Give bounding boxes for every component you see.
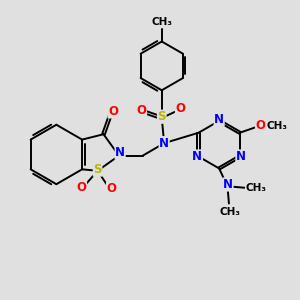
Text: CH₃: CH₃ <box>220 207 241 217</box>
Text: S: S <box>93 163 102 176</box>
Text: O: O <box>136 104 147 117</box>
Text: O: O <box>76 181 86 194</box>
Text: O: O <box>176 102 185 115</box>
Text: CH₃: CH₃ <box>266 121 287 130</box>
Text: N: N <box>223 178 233 191</box>
Text: O: O <box>106 182 116 195</box>
Text: CH₃: CH₃ <box>245 183 266 193</box>
Text: N: N <box>214 113 224 126</box>
Text: CH₃: CH₃ <box>151 17 172 28</box>
Text: N: N <box>115 146 125 159</box>
Text: O: O <box>108 105 118 118</box>
Text: N: N <box>236 150 246 163</box>
Text: N: N <box>159 137 169 150</box>
Text: N: N <box>192 150 203 163</box>
Text: O: O <box>256 119 266 132</box>
Text: S: S <box>158 110 166 123</box>
